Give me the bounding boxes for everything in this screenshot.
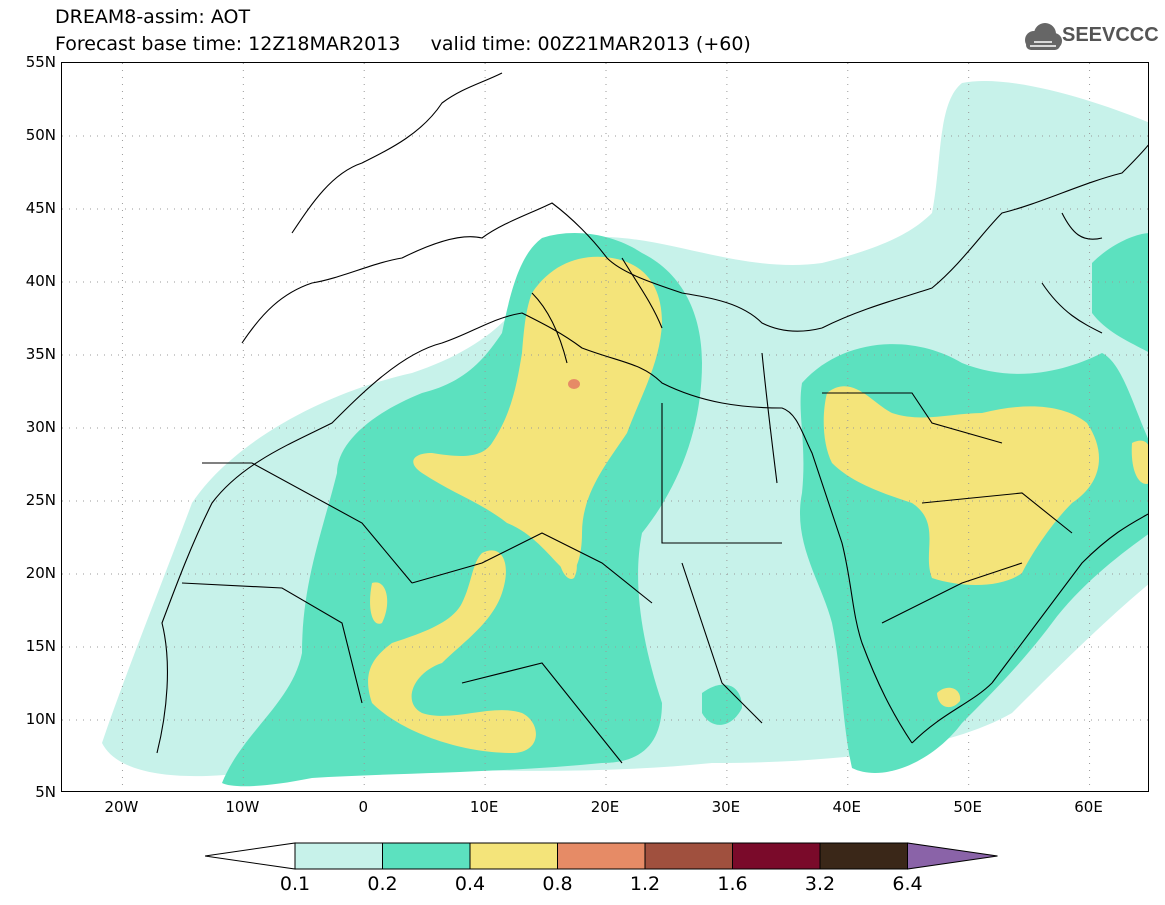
colorbar <box>205 842 998 870</box>
colorbar-below-triangle <box>205 842 296 870</box>
lon-label: 20W <box>104 798 139 816</box>
lon-label: 30E <box>711 798 741 816</box>
cloud-logo-icon <box>1025 23 1062 50</box>
lon-label: 50E <box>953 798 982 816</box>
colorbar-label: 1.6 <box>717 873 748 895</box>
lon-label: 40E <box>832 798 862 816</box>
lat-label: 30N <box>25 418 56 436</box>
lat-label: 5N <box>35 783 56 801</box>
colorbar-above-triangle <box>907 842 998 870</box>
colorbar-cell <box>382 842 471 870</box>
lon-label: 10W <box>225 798 260 816</box>
lat-label: 55N <box>25 53 56 71</box>
aot-band-0.8 <box>568 379 580 389</box>
colorbar-label: 0.2 <box>367 873 398 895</box>
lon-label: 10E <box>469 798 499 816</box>
colorbar-label: 3.2 <box>804 873 836 895</box>
colorbar-cell <box>469 842 558 870</box>
lat-label: 45N <box>25 199 56 217</box>
colorbar-cell <box>294 842 383 870</box>
lat-label: 35N <box>25 345 56 363</box>
map-subtitle: Forecast base time: 12Z18MAR2013 valid t… <box>55 33 751 55</box>
colorbar-label: 0.1 <box>279 873 311 895</box>
colorbar-label: 1.2 <box>629 873 661 895</box>
lat-label: 25N <box>25 491 56 509</box>
colorbar-cell <box>819 842 908 870</box>
coastlines <box>156 72 1148 764</box>
map-grid <box>62 63 1148 791</box>
lat-label: 15N <box>25 637 56 655</box>
logo-text: SEEVCCC <box>1062 24 1159 46</box>
map-title: DREAM8-assim: AOT <box>55 6 251 28</box>
lat-label: 10N <box>25 710 56 728</box>
map-area <box>61 62 1149 792</box>
colorbar-cell <box>644 842 733 870</box>
aot-map <box>62 63 1148 791</box>
colorbar-cell <box>557 842 646 870</box>
aot-band-0.4 <box>368 256 1148 753</box>
lon-label: 0 <box>358 798 368 816</box>
lat-label: 20N <box>25 564 56 582</box>
colorbar-label: 0.4 <box>454 873 486 895</box>
lat-label: 50N <box>25 126 56 144</box>
colorbar-cell <box>732 842 821 870</box>
lon-label: 20E <box>590 798 620 816</box>
lon-label: 60E <box>1074 798 1103 816</box>
lat-label: 40N <box>25 272 56 290</box>
colorbar-label: 6.4 <box>892 873 923 895</box>
colorbar-label: 0.8 <box>542 873 573 895</box>
